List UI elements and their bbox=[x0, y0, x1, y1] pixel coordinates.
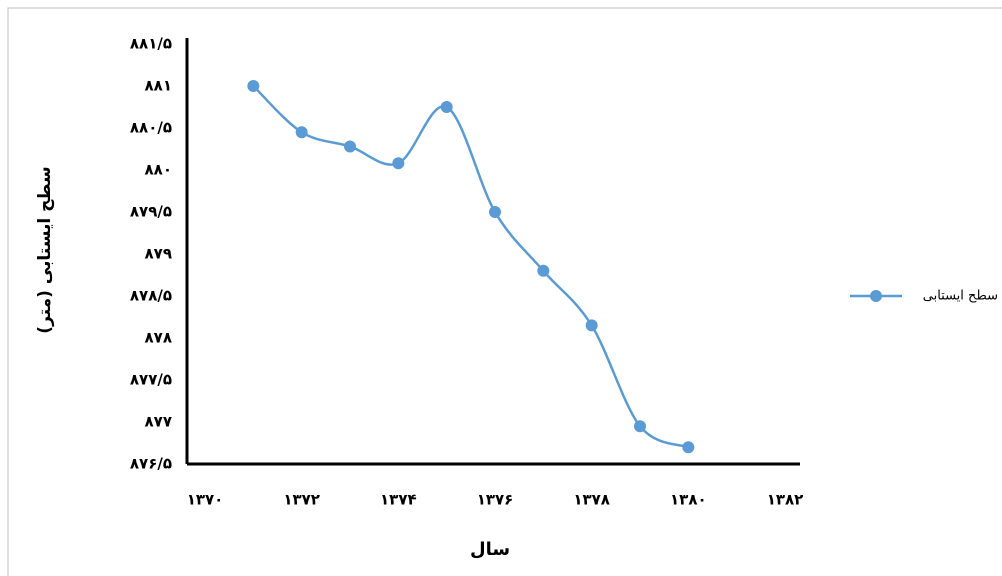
y-tick-label: ۸۸۰ bbox=[145, 161, 172, 179]
marker bbox=[247, 80, 260, 92]
marker bbox=[682, 441, 695, 454]
x-tick-label: ۱۳۷۶ bbox=[477, 491, 514, 509]
legend-label: سطح ایستابی bbox=[923, 289, 998, 304]
x-tick-label: ۱۳۸۰ bbox=[670, 491, 707, 509]
chart-border bbox=[7, 7, 1002, 576]
x-tick-label: ۱۳۷۲ bbox=[283, 491, 320, 509]
marker bbox=[440, 101, 453, 113]
marker bbox=[634, 420, 646, 433]
x-tick-label: ۱۳۷۰ bbox=[187, 491, 224, 509]
y-tick-label: ۸۷۹ bbox=[145, 245, 172, 263]
legend-marker bbox=[870, 290, 882, 302]
x-tick-label: ۱۳۸۲ bbox=[767, 491, 804, 509]
y-tick-label: ۸۸۰/۵ bbox=[130, 119, 172, 137]
x-axis-label: سال bbox=[470, 539, 510, 560]
marker bbox=[295, 126, 308, 139]
marker bbox=[392, 157, 405, 170]
x-tick-label: ۱۳۷۸ bbox=[573, 491, 610, 509]
y-tick-label: ۸۷۸ bbox=[145, 329, 172, 347]
line bbox=[252, 85, 689, 449]
y-tick-label: ۸۸۱ bbox=[145, 77, 172, 95]
y-tick-label: ۸۷۸/۵ bbox=[130, 287, 172, 305]
y-axis-label: سطح ایستابی (متر) bbox=[35, 166, 55, 333]
y-tick-label: ۸۷۶/۵ bbox=[130, 455, 172, 473]
y-tick-label: ۸۷۹/۵ bbox=[130, 203, 172, 221]
marker bbox=[585, 319, 598, 332]
marker bbox=[537, 264, 550, 277]
marker bbox=[344, 140, 356, 153]
y-tick-label: ۸۷۷/۵ bbox=[130, 371, 172, 389]
x-tick-label: ۱۳۷۴ bbox=[380, 491, 417, 509]
y-tick-label: ۸۷۷ bbox=[145, 413, 172, 431]
marker bbox=[489, 206, 501, 218]
y-tick-label: ۸۸۱/۵ bbox=[130, 35, 172, 53]
